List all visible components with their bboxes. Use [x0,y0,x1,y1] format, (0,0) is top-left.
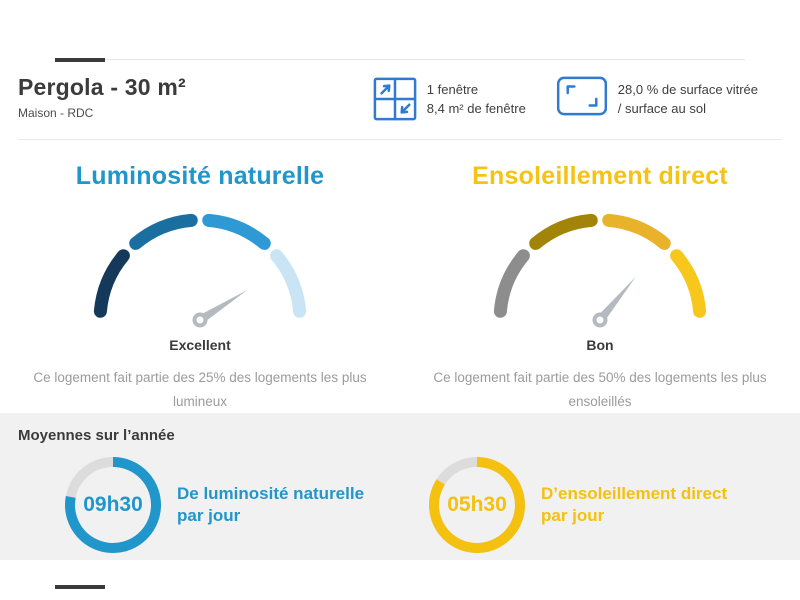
sunlight-description: Ce logement fait partie des 50% des loge… [433,370,767,409]
page-title: Pergola - 30 m² [18,74,186,100]
luminosity-average-label: De luminosité naturelle par jour [177,484,365,525]
window-count-label: 1 fenêtre [426,82,479,97]
page-header: Pergola - 30 m² Maison - RDC 1 fenêtre 8… [18,62,782,122]
top-dark-dash [55,57,105,62]
sunlight-title: Ensoleillement direct [472,162,728,190]
luminosity-title: Luminosité naturelle [75,162,325,190]
luminosity-hours-value: 09h30 [83,493,143,516]
luminosity-ring-chart [65,457,161,553]
sunlight-hours-value: 05h30 [447,493,507,516]
glazing-surface-icon [556,76,607,116]
sunlight-rating: Bon [586,337,614,353]
luminosity-description: Ce logement fait partie des 25% des loge… [33,370,367,409]
luminosity-section: Luminosité naturelle Excellent Ce logeme… [0,140,400,414]
sunlight-ring-chart [429,457,525,553]
sunlight-average-label: D’ensoleillement direct par jour [541,484,728,525]
averages-panel: Moyennes sur l’année 09h30 De luminosité… [0,413,800,560]
sunlight-gauge [493,213,707,328]
bottom-dark-dash [55,585,105,589]
top-divider [55,57,745,62]
page-subtitle: Maison - RDC [18,106,94,120]
glazing-ratio-label2: / surface au sol [617,101,706,116]
window-info: 1 fenêtre 8,4 m² de fenêtre [373,76,526,122]
luminosity-rating: Excellent [169,337,231,353]
glazing-info: 28,0 % de surface vitrée / surface au so… [556,76,758,122]
sunlight-average: 05h30 D’ensoleillement direct par jour [400,455,782,555]
window-icon [373,77,417,121]
sunlight-section: Ensoleillement direct Bon Ce logement fa… [400,140,800,414]
gauges-section: Luminosité naturelle Excellent Ce logeme… [0,140,800,414]
luminosity-gauge [93,213,307,328]
header-divider [18,139,782,140]
glazing-ratio-label: 28,0 % de surface vitrée [617,82,758,97]
luminosity-average: 09h30 De luminosité naturelle par jour [18,455,400,555]
window-area-label: 8,4 m² de fenêtre [426,101,526,116]
averages-heading: Moyennes sur l’année [18,427,175,444]
